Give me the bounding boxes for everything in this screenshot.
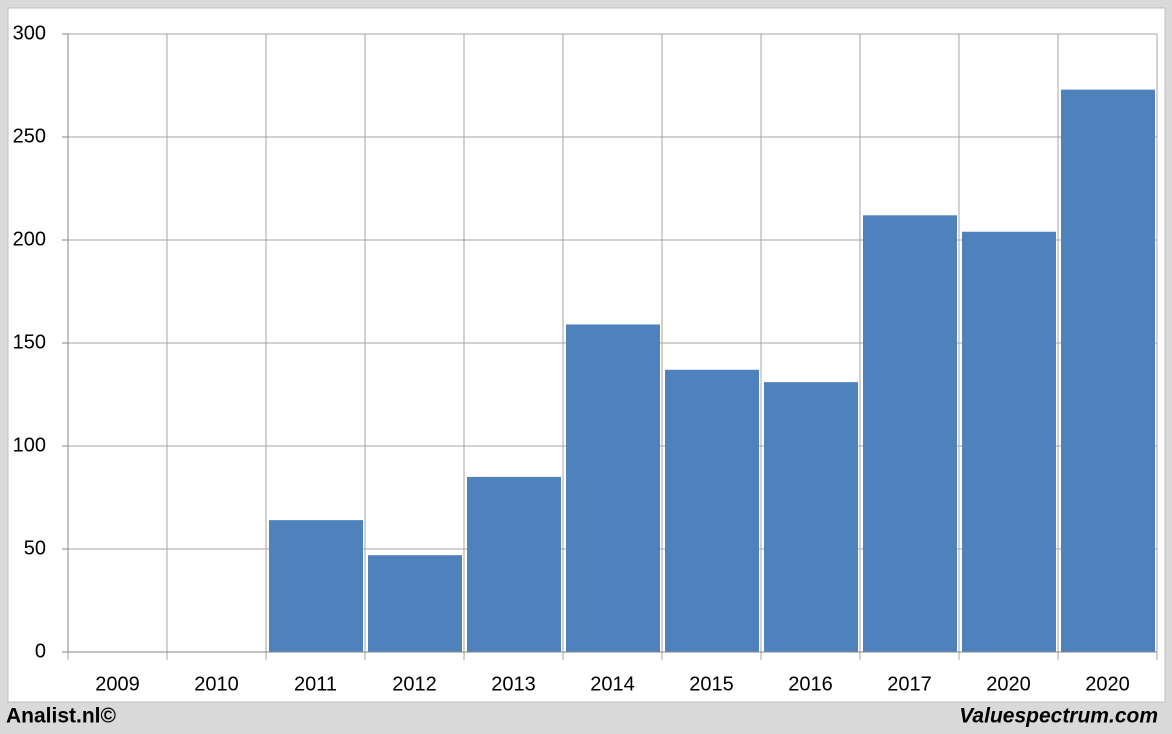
- x-tick-label: 2009: [95, 673, 140, 695]
- bar: [962, 231, 1056, 652]
- footer-left: Analist.nl©: [6, 705, 117, 728]
- bar: [1061, 89, 1155, 653]
- y-tick-label: 100: [13, 434, 46, 456]
- bar: [368, 555, 462, 652]
- bar: [665, 369, 759, 652]
- footer-right: Valuespectrum.com: [959, 705, 1158, 728]
- x-tick-label: 2010: [194, 673, 239, 695]
- y-tick-label: 0: [35, 640, 46, 662]
- y-tick-label: 50: [24, 537, 46, 559]
- x-tick-label: 2011: [294, 673, 337, 695]
- x-tick-label: 2014: [590, 673, 635, 695]
- x-tick-label: 2016: [788, 673, 833, 695]
- y-tick-label: 200: [13, 228, 46, 250]
- x-tick-label: 2012: [392, 673, 437, 695]
- bar: [764, 382, 858, 652]
- y-tick-label: 150: [13, 331, 46, 353]
- x-tick-label: 2013: [491, 673, 536, 695]
- x-tick-label: 2015: [689, 673, 734, 695]
- x-tick-label: 2020: [1085, 673, 1130, 695]
- x-tick-label: 2020: [986, 673, 1031, 695]
- y-tick-label: 300: [13, 22, 46, 44]
- bar: [566, 324, 660, 652]
- x-tick-label: 2017: [887, 673, 932, 695]
- bar: [269, 520, 363, 652]
- bar: [467, 476, 561, 652]
- bar: [863, 215, 957, 652]
- y-tick-label: 250: [13, 125, 46, 147]
